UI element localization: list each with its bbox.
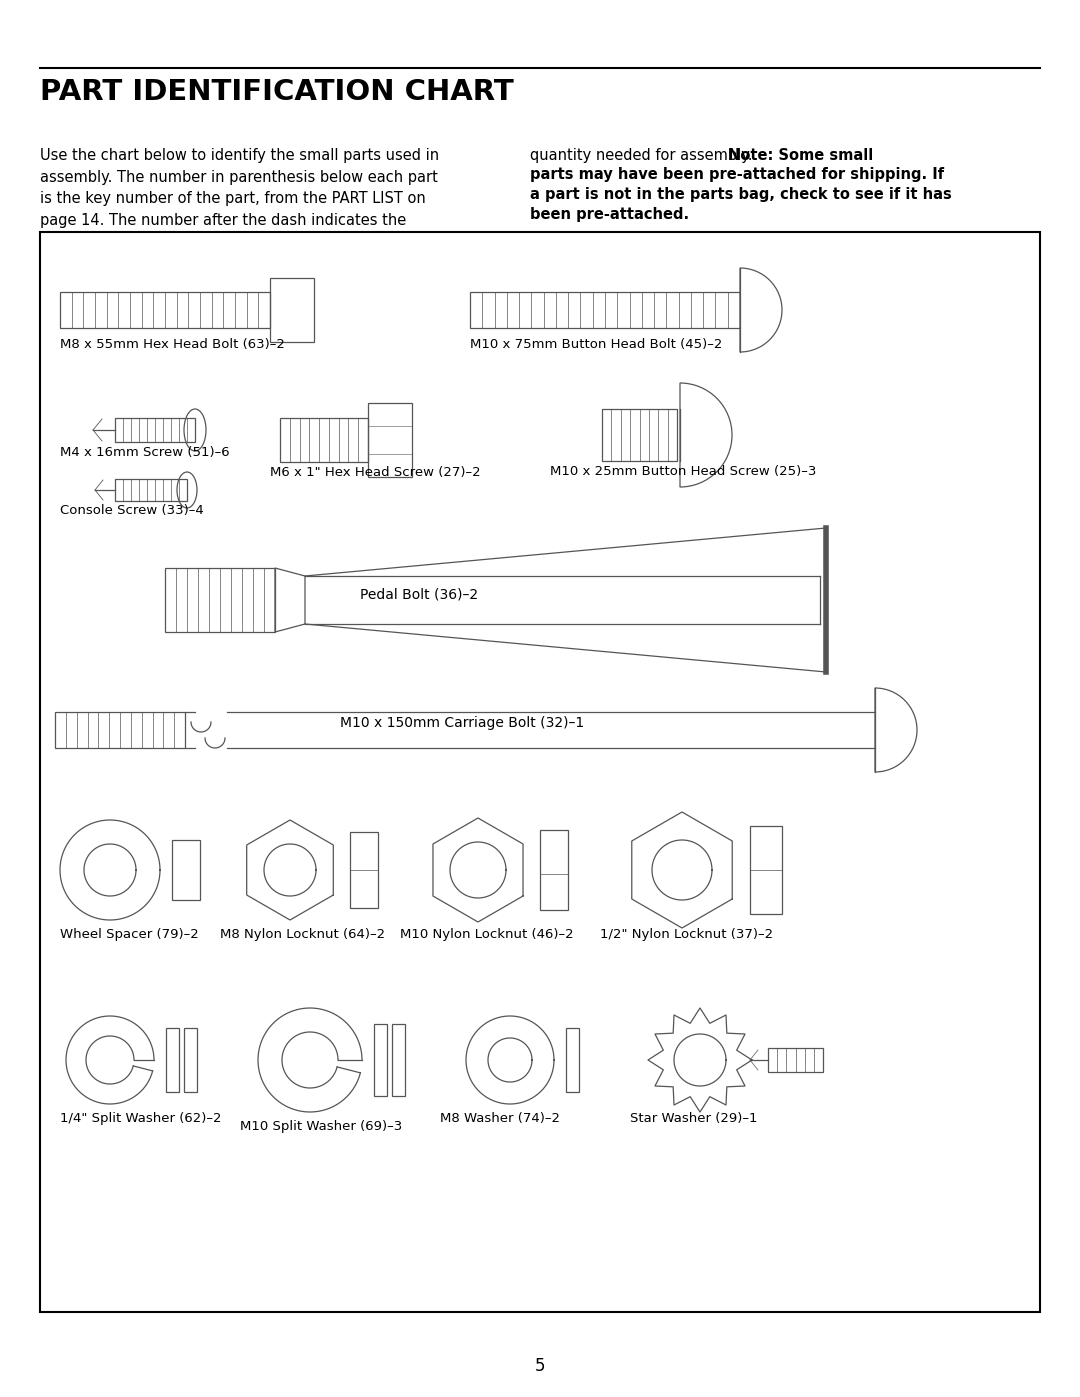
Bar xyxy=(166,1028,179,1092)
Text: M10 x 75mm Button Head Bolt (45)–2: M10 x 75mm Button Head Bolt (45)–2 xyxy=(470,338,723,351)
Text: M10 x 25mm Button Head Screw (25)–3: M10 x 25mm Button Head Screw (25)–3 xyxy=(550,465,816,478)
Bar xyxy=(184,1028,197,1092)
Text: parts may have been pre-attached for shipping. If: parts may have been pre-attached for shi… xyxy=(530,168,944,183)
Bar xyxy=(540,830,568,909)
Text: 1/2" Nylon Locknut (37)–2: 1/2" Nylon Locknut (37)–2 xyxy=(600,928,773,942)
Text: M8 Washer (74)–2: M8 Washer (74)–2 xyxy=(440,1112,561,1125)
Wedge shape xyxy=(680,383,732,488)
Text: 1/4" Split Washer (62)–2: 1/4" Split Washer (62)–2 xyxy=(60,1112,221,1125)
Text: a part is not in the parts bag, check to see if it has: a part is not in the parts bag, check to… xyxy=(530,187,951,203)
Wedge shape xyxy=(875,687,917,773)
Bar xyxy=(270,278,314,342)
Text: PART IDENTIFICATION CHART: PART IDENTIFICATION CHART xyxy=(40,78,514,106)
Text: M8 x 55mm Hex Head Bolt (63)–2: M8 x 55mm Hex Head Bolt (63)–2 xyxy=(60,338,285,351)
Text: Console Screw (33)–4: Console Screw (33)–4 xyxy=(60,504,204,517)
Text: Pedal Bolt (36)–2: Pedal Bolt (36)–2 xyxy=(360,588,478,602)
Bar xyxy=(566,1028,579,1092)
Text: M10 Split Washer (69)–3: M10 Split Washer (69)–3 xyxy=(240,1120,402,1133)
Bar xyxy=(602,409,677,461)
Text: M10 x 150mm Carriage Bolt (32)–1: M10 x 150mm Carriage Bolt (32)–1 xyxy=(340,717,584,731)
Text: Wheel Spacer (79)–2: Wheel Spacer (79)–2 xyxy=(60,928,199,942)
Bar xyxy=(392,1024,405,1097)
Bar xyxy=(114,418,195,441)
Bar xyxy=(768,1048,823,1071)
Text: M8 Nylon Locknut (64)–2: M8 Nylon Locknut (64)–2 xyxy=(220,928,386,942)
Text: 5: 5 xyxy=(535,1356,545,1375)
Text: been pre-attached.: been pre-attached. xyxy=(530,207,689,222)
Bar xyxy=(374,1024,387,1097)
Bar xyxy=(114,479,187,502)
Bar xyxy=(55,712,185,747)
Wedge shape xyxy=(740,268,782,352)
Bar xyxy=(350,833,378,908)
Text: Note: Some small: Note: Some small xyxy=(728,148,874,163)
Bar xyxy=(165,569,275,631)
Text: M6 x 1" Hex Head Screw (27)–2: M6 x 1" Hex Head Screw (27)–2 xyxy=(270,467,481,479)
Bar xyxy=(40,232,1040,1312)
Bar xyxy=(470,292,740,328)
Text: quantity needed for assembly.: quantity needed for assembly. xyxy=(530,148,757,163)
Bar xyxy=(60,292,270,328)
Text: Use the chart below to identify the small parts used in
assembly. The number in : Use the chart below to identify the smal… xyxy=(40,148,440,228)
Bar xyxy=(750,826,782,914)
Bar xyxy=(280,418,368,462)
Text: M10 Nylon Locknut (46)–2: M10 Nylon Locknut (46)–2 xyxy=(400,928,573,942)
Bar xyxy=(172,840,200,900)
Text: Star Washer (29)–1: Star Washer (29)–1 xyxy=(630,1112,757,1125)
Bar xyxy=(368,402,411,476)
Text: M4 x 16mm Screw (51)–6: M4 x 16mm Screw (51)–6 xyxy=(60,446,230,460)
